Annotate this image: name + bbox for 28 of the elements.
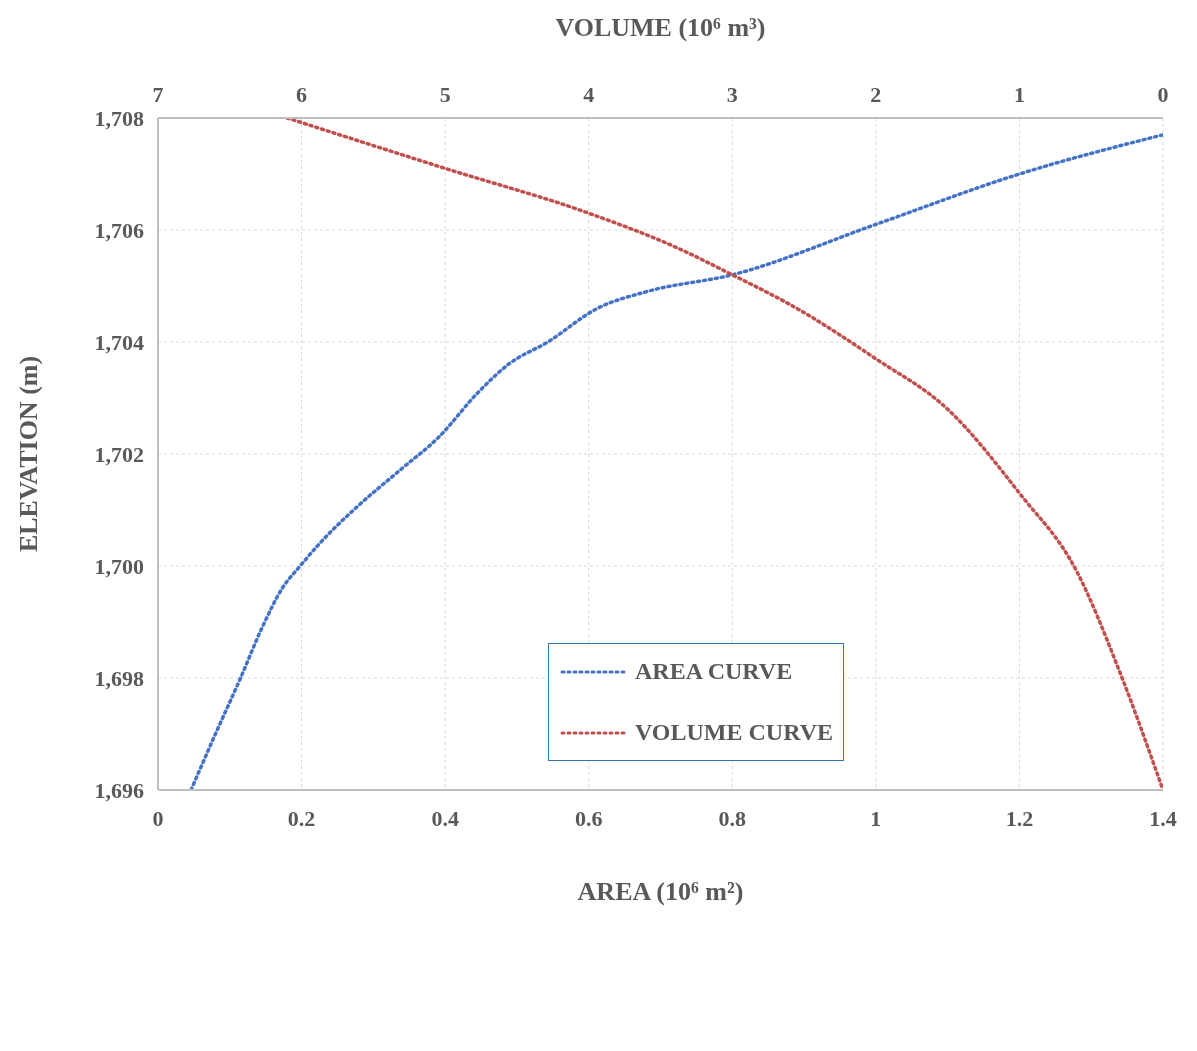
x2-tick-label: 2 <box>870 82 882 107</box>
y-tick-label: 1,708 <box>94 105 144 131</box>
y-tick-label: 1,696 <box>94 777 144 803</box>
y-axis-title: ELEVATION (m) <box>14 355 44 553</box>
x-tick-label: 0.6 <box>574 805 603 831</box>
x-tick-label: 1.2 <box>1005 805 1034 831</box>
y-tick-label: 1,706 <box>94 217 144 243</box>
x-axis-title: AREA (10⁶ m²) <box>577 877 744 906</box>
x-tick-label: 0.2 <box>287 805 316 831</box>
x2-tick-label: 0 <box>1157 82 1169 107</box>
x2-tick-label: 7 <box>152 82 164 107</box>
x-tick-label: 0 <box>152 805 164 831</box>
y-tick-label: 1,704 <box>94 329 144 355</box>
legend-label: VOLUME CURVE <box>635 719 834 746</box>
x2-tick-label: 1 <box>1013 82 1025 107</box>
x2-axis-title: VOLUME (10⁶ m³) <box>555 13 766 43</box>
y-tick-label: 1,702 <box>94 441 144 467</box>
x2-tick-label: 5 <box>439 82 451 107</box>
y-tick-label: 1,700 <box>94 553 144 579</box>
x-tick-label: 1 <box>870 805 882 831</box>
legend-label: AREA CURVE <box>635 658 793 685</box>
x-tick-label: 1.4 <box>1149 805 1177 831</box>
x-tick-label: 0.4 <box>431 805 459 831</box>
x2-tick-label: 4 <box>583 82 595 107</box>
x2-tick-label: 3 <box>726 82 738 107</box>
y-tick-label: 1,698 <box>94 665 144 691</box>
x2-tick-label: 6 <box>296 82 308 107</box>
x-tick-label: 0.8 <box>718 805 747 831</box>
